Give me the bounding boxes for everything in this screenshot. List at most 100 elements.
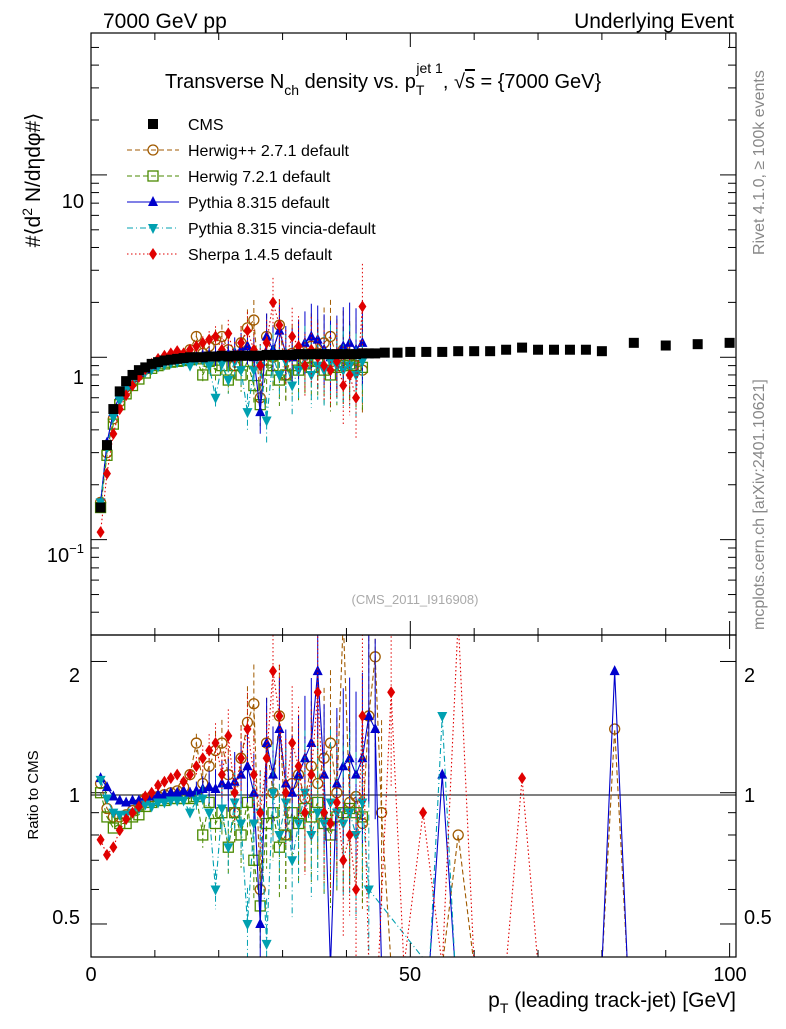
ratio-point — [211, 737, 220, 750]
legend-label: CMS — [188, 117, 224, 134]
ratio-point — [96, 833, 105, 846]
ytick-label-0.1: 10−1 — [47, 541, 84, 567]
ylabel-sup: 2 — [19, 208, 35, 216]
data-point — [101, 440, 112, 451]
series-sherpa-1-4-5-default — [96, 263, 367, 539]
ratio-point — [141, 790, 150, 803]
ratio-point — [185, 768, 194, 781]
data-point — [392, 347, 403, 358]
ratio-point — [204, 781, 215, 792]
legend-marker — [149, 248, 157, 260]
ratio-point — [210, 782, 221, 793]
data-point — [312, 361, 323, 372]
xlabel: pT (leading track-jet) [GeV] — [488, 989, 736, 1016]
ratio-point — [159, 798, 170, 809]
ratio-point — [256, 806, 265, 819]
data-point — [421, 346, 432, 357]
data-point — [312, 349, 323, 360]
ratio-point — [387, 686, 396, 699]
ratio-point — [223, 779, 234, 790]
ratio-point — [197, 794, 208, 805]
ratio-point — [320, 806, 329, 819]
ratio-point — [312, 808, 323, 819]
data-point — [223, 351, 234, 362]
ratio-point — [160, 775, 169, 788]
ratio-point — [375, 807, 388, 819]
ytick-label-1: 1 — [73, 367, 84, 389]
ratio-point — [249, 768, 258, 781]
ratio-point — [243, 723, 252, 736]
data-point — [146, 358, 157, 369]
title-sup-jet: jet 1 — [415, 60, 443, 76]
data-point — [262, 336, 271, 349]
legend-marker — [148, 196, 158, 206]
legend-item-pythia-8-315-default: Pythia 8.315 default — [127, 195, 330, 212]
data-point — [223, 376, 234, 387]
data-point — [293, 349, 304, 360]
ratio-point — [319, 819, 330, 830]
ratio-point — [198, 752, 207, 765]
ylabel-part-b: N/dηdφ#⟩ — [22, 113, 45, 208]
data-point — [216, 359, 227, 370]
ratio-point — [609, 665, 620, 676]
ratio-ytick-05-right: 0.5 — [744, 907, 772, 929]
data-point — [210, 351, 221, 362]
ratio-ytick-1-right: 1 — [744, 785, 755, 807]
ratio-point — [101, 811, 113, 823]
data-point — [345, 368, 354, 381]
data-point — [344, 349, 355, 360]
ratio-point — [269, 665, 278, 678]
data-point — [255, 406, 266, 417]
legend-marker — [147, 144, 159, 156]
data-point — [95, 502, 106, 513]
data-point — [261, 349, 272, 360]
data-point — [229, 350, 240, 361]
data-point — [224, 327, 233, 340]
ratio-point — [165, 796, 176, 807]
data-point — [210, 393, 221, 404]
ratio-point — [101, 781, 112, 792]
ratio-point — [255, 917, 266, 928]
data-point — [248, 366, 259, 377]
ratio-series-pythia-8-315-default — [95, 635, 628, 957]
data-point — [178, 353, 189, 364]
xtick-label-100: 100 — [713, 964, 746, 986]
data-point — [437, 346, 448, 357]
ratio-point — [319, 768, 330, 779]
data-point — [165, 354, 176, 365]
data-point — [184, 361, 195, 372]
main-axis-ticks — [91, 32, 736, 636]
ratio-point — [172, 796, 183, 807]
ratio-point — [197, 829, 209, 841]
data-point — [108, 404, 119, 415]
ratio-point — [242, 760, 253, 771]
data-point — [192, 340, 201, 353]
data-point — [357, 336, 368, 347]
legend-label: Herwig++ 2.7.1 default — [188, 143, 350, 160]
ratio-point — [109, 841, 118, 854]
ratio-point — [205, 744, 214, 757]
ratio-point — [184, 808, 195, 819]
data-point — [274, 370, 285, 381]
title-part-3: , — [443, 71, 454, 93]
ratio-point — [274, 723, 285, 734]
data-point — [197, 369, 209, 381]
ratio-point — [307, 768, 316, 781]
data-point — [242, 408, 253, 419]
ratio-point — [339, 854, 348, 867]
ratio-point — [230, 786, 239, 799]
data-point — [280, 349, 291, 360]
data-point — [261, 416, 272, 427]
ytick-exp: −1 — [69, 541, 84, 556]
ratio-point — [229, 775, 240, 786]
ratio-point — [280, 777, 291, 788]
data-point — [248, 314, 260, 326]
ratio-point — [332, 796, 341, 809]
data-point — [724, 337, 735, 348]
data-point — [114, 396, 125, 407]
legend-label: Pythia 8.315 default — [188, 195, 330, 212]
data-point — [312, 333, 323, 344]
ratio-ytick-1: 1 — [69, 785, 80, 807]
data-point — [485, 346, 496, 357]
